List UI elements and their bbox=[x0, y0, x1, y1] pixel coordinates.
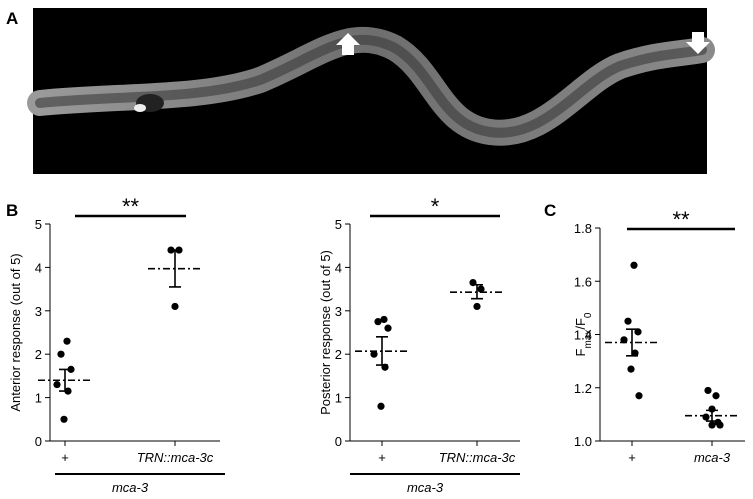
data-point bbox=[631, 349, 639, 357]
error-bar bbox=[169, 249, 181, 288]
data-point bbox=[374, 318, 382, 326]
data-point bbox=[634, 328, 642, 336]
x-tick-label: + bbox=[61, 450, 69, 465]
data-point bbox=[635, 392, 643, 400]
x-tick-label: mca-3 bbox=[694, 450, 731, 465]
significance: ** bbox=[672, 207, 690, 232]
data-point bbox=[624, 317, 632, 325]
y-tick-label: 0 bbox=[335, 434, 342, 449]
group-label: mca-3 bbox=[112, 480, 149, 495]
y-axis-label: Posterior response (out of 5) bbox=[318, 250, 333, 415]
data-point bbox=[380, 315, 388, 324]
data-point bbox=[704, 386, 712, 395]
data-point bbox=[473, 302, 481, 311]
data-point bbox=[477, 285, 485, 293]
x-tick-label: + bbox=[378, 450, 386, 465]
data-point bbox=[370, 350, 378, 358]
y-tick-label: 1.0 bbox=[574, 434, 592, 449]
x-tick-label: TRN::mca-3c bbox=[137, 450, 214, 465]
group-label: mca-3 bbox=[407, 480, 444, 495]
data-point bbox=[630, 261, 638, 269]
significance: * bbox=[431, 194, 440, 219]
y-tick-label: 1.4 bbox=[574, 328, 592, 343]
y-tick-label: 2 bbox=[335, 347, 342, 362]
y-tick-label: 4 bbox=[335, 260, 342, 275]
error-bar bbox=[59, 368, 71, 392]
y-tick-label: 2 bbox=[35, 347, 42, 362]
data-point bbox=[171, 302, 179, 311]
error-bar bbox=[706, 409, 718, 422]
panel-label: B bbox=[6, 201, 18, 220]
y-label-part: 0 bbox=[583, 312, 594, 318]
data-point bbox=[384, 324, 392, 332]
data-point bbox=[57, 350, 65, 358]
y-tick-label: 3 bbox=[335, 304, 342, 319]
data-point bbox=[708, 421, 716, 429]
y-label-part: /F bbox=[573, 318, 588, 330]
error-bar bbox=[626, 328, 638, 357]
y-axis-label: Anterior response (out of 5) bbox=[8, 253, 23, 411]
error-bar bbox=[376, 336, 388, 366]
data-point bbox=[620, 336, 628, 344]
y-tick-label: 1.6 bbox=[574, 274, 592, 289]
data-point bbox=[60, 415, 68, 423]
y-tick-label: 5 bbox=[335, 217, 342, 232]
panel-label: C bbox=[544, 201, 556, 220]
data-point bbox=[53, 380, 61, 389]
micrograph bbox=[27, 8, 715, 174]
data-point bbox=[627, 365, 635, 373]
data-point bbox=[63, 337, 71, 345]
y-tick-label: 1.2 bbox=[574, 381, 592, 396]
y-tick-label: 3 bbox=[35, 304, 42, 319]
data-point bbox=[712, 392, 720, 400]
y-tick-label: 1.8 bbox=[574, 221, 592, 236]
y-tick-label: 1 bbox=[335, 391, 342, 406]
data-point bbox=[716, 421, 724, 429]
y-tick-label: 0 bbox=[35, 434, 42, 449]
y-tick-label: 4 bbox=[35, 260, 42, 275]
error-bar bbox=[471, 283, 483, 300]
y-label-part: F bbox=[573, 348, 588, 356]
data-point bbox=[377, 402, 385, 410]
x-tick-label: TRN::mca-3c bbox=[439, 450, 516, 465]
y-axis-label: Fmax/F0 bbox=[573, 312, 594, 356]
y-label-part: max bbox=[583, 330, 594, 349]
y-tick-label: 5 bbox=[35, 217, 42, 232]
y-tick-label: 1 bbox=[35, 391, 42, 406]
panel-label: A bbox=[6, 9, 18, 28]
data-point bbox=[702, 413, 710, 421]
x-tick-label: + bbox=[628, 450, 636, 465]
significance: ** bbox=[122, 194, 140, 219]
